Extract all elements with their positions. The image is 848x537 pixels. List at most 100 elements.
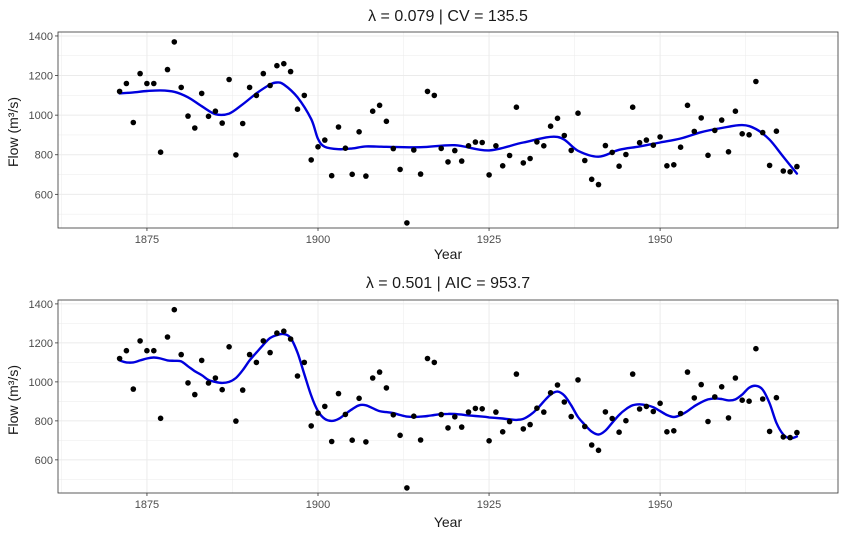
top-panel-data-point [664, 163, 670, 169]
bottom-panel-data-point [732, 375, 739, 381]
bottom-panel-data-point [417, 437, 424, 443]
bottom-panel-data-point [582, 423, 588, 430]
bottom-panel-data-point [746, 398, 752, 405]
bottom-panel-x-tick-label: 1875 [135, 499, 159, 511]
bottom-panel-data-point [616, 429, 622, 436]
top-panel-data-point [212, 108, 219, 114]
bottom-panel-data-point [424, 355, 431, 362]
bottom-panel-data-point [541, 409, 547, 415]
top-panel-data-point [164, 66, 171, 73]
top-panel-data-point [602, 142, 609, 149]
top-panel-data-point [746, 132, 752, 138]
bottom-panel-smooth [118, 332, 799, 440]
top-panel-data-point [301, 92, 308, 99]
bottom-panel-y-axis-label: Flow (m³/s) [5, 365, 21, 435]
bottom-panel-data-point [192, 391, 198, 398]
bottom-panel-data-point [643, 403, 650, 410]
bottom-panel-data-point [363, 439, 369, 445]
bottom-panel-data-point [130, 386, 137, 392]
bottom-panel-data-point [281, 328, 287, 335]
top-panel-data-point [677, 144, 684, 150]
bottom-panel-data-point [397, 432, 403, 439]
top-panel-data-point [671, 162, 677, 168]
bottom-panel-data-point [691, 395, 698, 401]
top-panel-data-point [267, 82, 273, 89]
bottom-panel-data-point [623, 417, 629, 424]
bottom-panel-grid [58, 300, 838, 493]
bottom-panel-y-tick-label: 600 [35, 455, 53, 467]
top-panel-data-point [513, 104, 520, 110]
top-panel-data-point [342, 145, 349, 151]
bottom-panel-x-axis-label: Year [434, 514, 463, 530]
top-panel-data-point [794, 163, 800, 170]
top-panel-data-point [260, 70, 267, 77]
bottom-panel-y-ticks: 600 800 1000 1200 1400 [29, 299, 58, 467]
bottom-panel-data-point [151, 347, 157, 354]
bottom-panel-data-point [671, 428, 677, 434]
bottom-panel-data-point [664, 429, 670, 435]
bottom-panel-data-point [438, 411, 445, 418]
bottom-panel-data-point [513, 371, 520, 377]
top-panel-data-point [739, 131, 745, 137]
top-panel-data-point [479, 139, 486, 146]
bottom-panel-data-point [335, 390, 342, 397]
bottom-panel-data-point [369, 375, 376, 381]
top-panel-y-tick-label: 1400 [29, 31, 53, 43]
top-panel-data-point [780, 168, 787, 174]
bottom-panel-data-point [561, 399, 568, 405]
bottom-panel-data-point [629, 371, 636, 377]
bottom-panel-data-point [267, 349, 273, 356]
top-panel-data-point [705, 152, 711, 159]
bottom-panel-data-point [753, 345, 759, 352]
bottom-panel-data-point [144, 347, 150, 354]
bottom-panel-data-point [568, 413, 574, 420]
bottom-panel-data-point [698, 381, 704, 388]
top-panel-data-point [657, 134, 663, 140]
bottom-panel-data-point [657, 400, 663, 407]
top-panel-data-point [328, 172, 335, 179]
top-panel-data-point [198, 90, 205, 97]
bottom-panel-data-point [712, 394, 718, 400]
top-panel-data-point [178, 84, 184, 91]
top-panel-data-point [732, 108, 739, 114]
bottom-panel-data-point [253, 359, 260, 366]
top-panel-data-point [712, 127, 718, 134]
top-panel-data-point [219, 120, 225, 126]
bottom-panel-x-ticks: 1875 1900 1925 1950 [135, 493, 672, 511]
bottom-panel-data-point [479, 406, 486, 412]
top-panel-x-tick-label: 1925 [477, 234, 501, 246]
bottom-panel-data-point [308, 423, 315, 429]
top-panel-data-point [650, 142, 657, 148]
bottom-panel-data-point [684, 369, 691, 375]
top-panel-data-point [486, 172, 492, 178]
top-panel-data-point [636, 139, 643, 146]
top-panel-data-point [144, 80, 150, 87]
bottom-panel-data-point [178, 351, 184, 358]
bottom-panel-data-point [198, 357, 205, 364]
top-panel-data-point [157, 149, 164, 155]
bottom-panel-data-point [301, 359, 308, 366]
top-panel-data-point [390, 145, 397, 152]
top-panel-data-point [725, 149, 732, 155]
bottom-panel-data-point [164, 334, 171, 340]
top-panel-data-point [397, 166, 403, 173]
bottom-panel-data-point [411, 413, 417, 420]
bottom-panel-data-point [602, 409, 609, 415]
top-panel-y-tick-label: 600 [35, 189, 53, 201]
top-panel-data-point [376, 102, 383, 109]
top-panel-data-point [281, 60, 287, 67]
top-panel-data-point [404, 220, 410, 226]
bottom-panel-data-point [294, 373, 301, 379]
top-panel-points [116, 39, 800, 226]
top-panel-data-point [438, 145, 445, 152]
top-panel-data-point [616, 163, 622, 169]
bottom-panel-data-point [233, 418, 239, 424]
bottom-panel-data-point [315, 410, 321, 416]
top-panel-x-tick-label: 1900 [306, 234, 330, 246]
top-panel-y-tick-label: 1200 [29, 71, 53, 83]
bottom-panel-data-point [554, 382, 561, 388]
top-panel-data-point [116, 88, 123, 95]
bottom-panel-data-point [472, 405, 479, 412]
top-panel-x-ticks: 1875 1900 1925 1950 [135, 228, 672, 246]
bottom-panel-y-tick-label: 1200 [29, 338, 53, 350]
